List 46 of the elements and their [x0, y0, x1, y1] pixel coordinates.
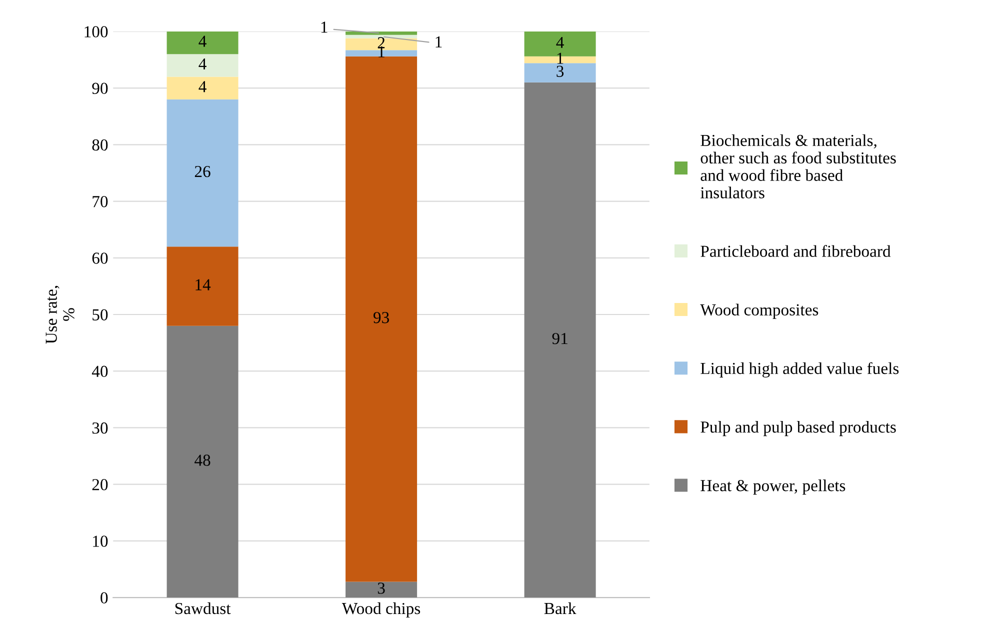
bar [166, 54, 238, 77]
x-tick-label: Bark [544, 602, 576, 614]
legend-label: Heat & power, pellets [700, 480, 846, 495]
data-label: 4 [198, 58, 206, 70]
y-tick-label: 40 [92, 366, 108, 378]
bar [166, 99, 238, 247]
data-label: 14 [196, 279, 211, 290]
data-label: 3 [556, 66, 564, 77]
legend-label: Liquid high added value fuels [700, 362, 899, 378]
data-label: 3 [378, 582, 385, 594]
bar [346, 56, 418, 582]
data-label: 4 [198, 81, 206, 92]
data-label: 1 [436, 36, 442, 48]
y-tick-label: 70 [92, 196, 108, 208]
bar [524, 82, 596, 598]
y-tick-label: 80 [92, 139, 108, 151]
y-tick-label: 10 [93, 536, 108, 547]
y-tick-label: 60 [92, 252, 108, 264]
legend-label: Pulp and pulp based products [700, 420, 896, 436]
data-label: 4 [198, 36, 206, 47]
x-tick-label: Sawdust [175, 602, 231, 614]
y-tick-label: 30 [92, 422, 108, 434]
bar [166, 76, 238, 100]
legend-label: Wood composites [700, 304, 818, 319]
data-label: 93 [374, 312, 389, 324]
y-axis-title: Use rate, % [46, 286, 74, 344]
x-tick-label: Wood chips [342, 602, 420, 618]
data-label: 48 [194, 454, 210, 466]
bar [166, 31, 238, 54]
y-tick-label: 20 [92, 479, 108, 490]
legend-label: Particleboard and fibreboard [700, 245, 891, 257]
y-tick-label: 50 [92, 309, 108, 320]
bar [166, 246, 238, 326]
data-label: 91 [552, 332, 568, 344]
data-label: 1 [557, 52, 564, 64]
bar [524, 63, 596, 82]
data-label: 1 [321, 22, 328, 33]
bar [166, 326, 238, 598]
bar [346, 582, 418, 598]
y-tick-label: 0 [100, 592, 108, 604]
bar [346, 31, 418, 35]
y-tick-label: 90 [92, 82, 108, 94]
data-label: 4 [556, 36, 564, 48]
data-label: 26 [194, 166, 210, 178]
legend-label: Biochemicals & materials, other such as food substitutes and wood fibre based insulators [700, 134, 896, 198]
y-tick-label: 100 [84, 26, 108, 38]
